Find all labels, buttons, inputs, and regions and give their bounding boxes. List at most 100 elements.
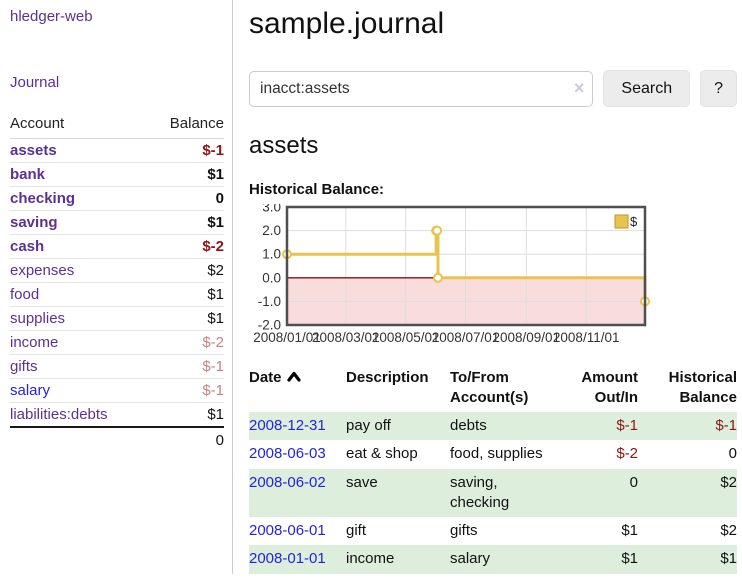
svg-text:2008/11/01: 2008/11/01 [553,330,620,345]
account-row: saving $1 [10,210,224,235]
account-balance: 0 [147,186,224,211]
account-row: assets $-1 [10,138,224,163]
transaction-amount: 0 [629,473,638,491]
account-row: salary $-1 [10,378,224,403]
account-link[interactable]: food [10,286,40,303]
transaction-balance: $2 [720,522,737,539]
transaction-description: save [346,473,378,491]
svg-text:2008/01/01: 2008/01/01 [253,330,321,345]
account-balance: $-1 [147,138,224,163]
account-link[interactable]: supplies [10,310,66,327]
account-link[interactable]: income [10,334,59,351]
account-link[interactable]: bank [10,166,46,183]
transaction-row: 2008-01-01 income salary $1 $1 [249,545,737,574]
historical-balance-chart: $3.0 2.0 1.0 0.0 -1.0 -2.0 2008/01/01 2008/03/0… [249,200,737,354]
app-brand-link[interactable]: hledger-web [10,8,93,25]
transaction-date-link[interactable]: 2008-06-03 [249,445,326,463]
amount-column-header: Amount Out/In [581,369,638,406]
transaction-accounts: food, supplies [450,445,543,463]
svg-text:-2.0: -2.0 [258,318,281,333]
transaction-balance: 0 [728,445,737,463]
transaction-balance: $-1 [715,417,737,434]
transaction-amount: $1 [621,550,638,568]
svg-text:2008/05/01: 2008/05/01 [372,330,440,345]
sidebar-item-journal[interactable]: Journal [10,74,60,91]
account-balance: $1 [147,282,224,307]
transaction-accounts: gifts [450,522,478,539]
accounts-table: Account Balance assets $-1 bank $1 checking 0… [10,112,224,452]
svg-text:0.0: 0.0 [262,270,281,285]
search-input[interactable] [249,70,594,107]
transaction-date-link[interactable]: 2008-12-31 [249,417,326,434]
transaction-accounts: salary [450,550,491,568]
account-row: bank $1 [10,162,224,187]
account-row: gifts $-1 [10,354,224,379]
balance-column-header-register: Historical Balance [668,369,737,406]
transaction-date-link[interactable]: 2008-06-02 [249,473,326,491]
transaction-description: pay off [346,417,391,434]
transaction-amount: $-1 [616,417,638,434]
svg-text:-1.0: -1.0 [258,294,281,309]
account-link[interactable]: checking [10,190,76,207]
account-link[interactable]: cash [10,238,45,255]
svg-text:3.0: 3.0 [262,204,281,215]
transaction-row: 2008-06-03 eat & shop food, supplies $-2 0 [249,440,737,468]
clear-search-icon[interactable]: × [573,77,585,98]
svg-text:1.0: 1.0 [262,247,281,262]
accounts-total-balance: 0 [147,426,224,452]
total-label-cell [10,426,148,452]
transaction-description: eat & shop [346,445,418,463]
help-button[interactable]: ? [700,70,737,107]
account-column-header: Account [10,112,148,139]
register-header-row: Date Description To/From Account(s) Amou… [249,366,737,412]
search-form: × Search ? [249,70,737,107]
search-input-wrap: × [249,70,594,107]
accounts-column-header: To/From Account(s) [450,369,529,406]
account-row: income $-2 [10,330,224,355]
accounts-total-row: 0 [10,426,224,452]
account-balance: $2 [147,258,224,283]
account-balance: $-2 [147,234,224,259]
account-balance: $-1 [147,378,224,403]
account-row: checking 0 [10,186,224,211]
main-content: sample.journal × Search ? assets Histori… [233,0,742,574]
svg-text:2.0: 2.0 [262,223,281,238]
sidebar: hledger-web Journal Account Balance asse… [0,0,233,574]
account-balance: $1 [147,402,224,428]
account-balance: $1 [147,210,224,235]
balance-column-header: Balance [147,112,224,139]
account-row: expenses $2 [10,258,224,283]
transaction-date-link[interactable]: 2008-01-01 [249,550,326,568]
svg-text:$: $ [630,214,638,229]
account-row: cash $-2 [10,234,224,259]
account-link[interactable]: saving [10,214,58,231]
account-link[interactable]: salary [10,382,51,399]
transaction-description: gift [346,522,367,539]
account-row: liabilities:debts $1 [10,402,224,428]
search-button[interactable]: Search [603,70,691,107]
transaction-accounts: debts [450,417,487,434]
svg-text:2008/03/01: 2008/03/01 [312,330,380,345]
account-link[interactable]: expenses [10,262,75,279]
transaction-balance: $1 [720,550,737,568]
description-column-header: Description [346,369,429,386]
account-row: food $1 [10,282,224,307]
account-balance: $-1 [147,354,224,379]
date-column-header[interactable]: Date [249,366,346,412]
transaction-date-link[interactable]: 2008-06-01 [249,522,326,539]
transaction-balance: $2 [720,473,737,491]
account-link[interactable]: liabilities:debts [10,406,108,423]
sort-ascending-icon [286,371,301,382]
account-link[interactable]: gifts [10,358,38,375]
svg-text:2008/07/01: 2008/07/01 [432,330,500,345]
transaction-row: 2008-06-01 gift gifts $1 $2 [249,517,737,545]
transaction-accounts: saving, checking [450,473,510,511]
account-heading: assets [249,132,319,159]
chart-title: Historical Balance: [249,181,385,198]
account-balance: $-2 [147,330,224,355]
account-link[interactable]: assets [10,142,57,159]
register-table: Date Description To/From Account(s) Amou… [249,366,737,574]
transaction-amount: $1 [621,522,638,539]
transaction-row: 2008-06-02 save saving, checking 0 $2 [249,468,737,517]
